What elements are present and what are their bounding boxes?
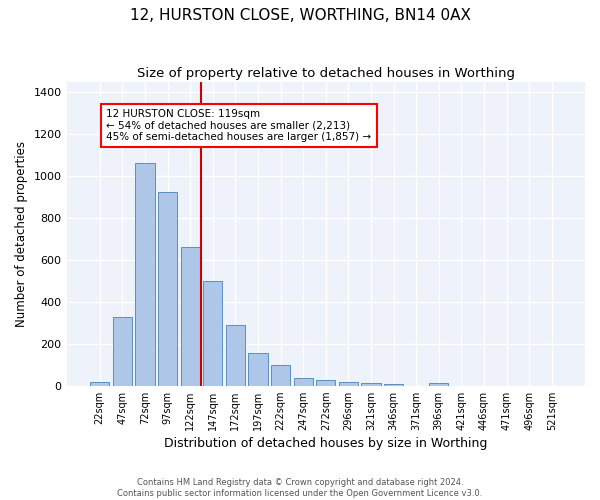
Bar	[90, 382, 109, 386]
Title: Size of property relative to detached houses in Worthing: Size of property relative to detached ho…	[137, 68, 515, 80]
Bar	[181, 248, 200, 386]
Bar	[136, 164, 155, 386]
Bar	[158, 192, 177, 386]
Bar	[339, 382, 358, 386]
Bar	[203, 281, 223, 386]
Bar	[248, 353, 268, 386]
X-axis label: Distribution of detached houses by size in Worthing: Distribution of detached houses by size …	[164, 437, 487, 450]
Bar	[226, 325, 245, 386]
Bar	[271, 364, 290, 386]
Bar	[113, 316, 132, 386]
Text: 12 HURSTON CLOSE: 119sqm
← 54% of detached houses are smaller (2,213)
45% of sem: 12 HURSTON CLOSE: 119sqm ← 54% of detach…	[106, 109, 371, 142]
Text: 12, HURSTON CLOSE, WORTHING, BN14 0AX: 12, HURSTON CLOSE, WORTHING, BN14 0AX	[130, 8, 470, 22]
Bar	[316, 380, 335, 386]
Y-axis label: Number of detached properties: Number of detached properties	[15, 140, 28, 326]
Bar	[384, 384, 403, 386]
Bar	[293, 378, 313, 386]
Bar	[429, 383, 448, 386]
Text: Contains HM Land Registry data © Crown copyright and database right 2024.
Contai: Contains HM Land Registry data © Crown c…	[118, 478, 482, 498]
Bar	[361, 382, 380, 386]
